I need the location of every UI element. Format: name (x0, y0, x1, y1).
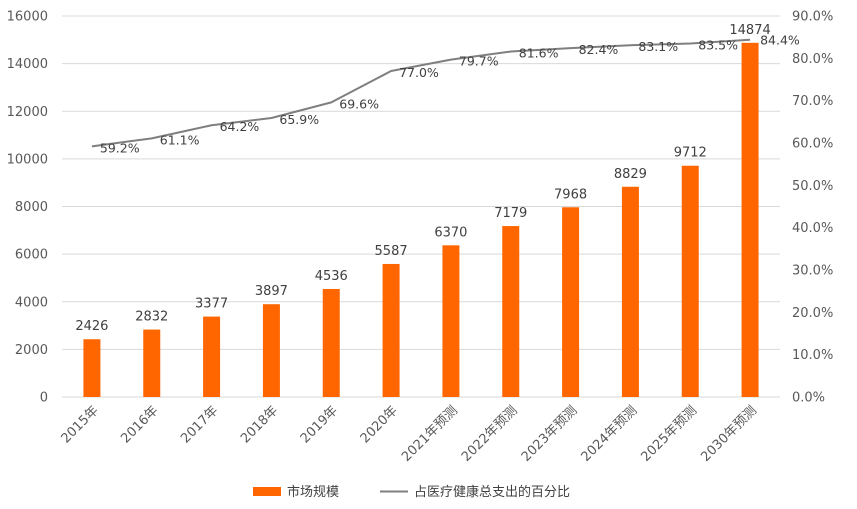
x-tick-label: 2015年 (59, 403, 102, 446)
y-right-tick-label: 70.0% (792, 94, 833, 109)
line-value-label: 83.5% (698, 38, 738, 53)
x-tick-label: 2017年 (178, 403, 221, 446)
bar (502, 226, 520, 397)
y-right-tick-label: 40.0% (792, 221, 833, 236)
line-value-label: 84.4% (760, 33, 800, 48)
line-value-label: 65.9% (279, 112, 319, 127)
bar (741, 42, 759, 398)
bar-value-label: 9712 (674, 146, 707, 161)
bar (322, 288, 340, 397)
x-tick-label: 2030年预测 (698, 403, 760, 465)
y-left-tick-label: 16000 (7, 10, 48, 25)
y-right-tick-label: 10.0% (792, 348, 833, 363)
y-left-tick-label: 12000 (7, 105, 48, 120)
bar-value-label: 2426 (75, 319, 108, 334)
line-value-label: 64.2% (220, 119, 260, 134)
bar-value-label: 4536 (315, 269, 348, 284)
line-value-label: 83.1% (638, 39, 678, 54)
bar-value-label: 7968 (554, 187, 587, 202)
legend-bar-label: 市场规模 (287, 484, 339, 500)
bar-value-label: 14874 (729, 23, 770, 38)
bar (681, 165, 699, 397)
bar-value-label: 7179 (494, 206, 527, 221)
y-right-tick-label: 50.0% (792, 179, 833, 194)
x-tick-label: 2024年预测 (579, 403, 641, 465)
bar (442, 245, 460, 397)
bar (262, 304, 280, 397)
x-tick-label: 2020年 (358, 403, 401, 446)
gridlines (62, 15, 780, 398)
y-axis-left: 0 2000 4000 6000 8000 10000 12000 14000 16000 (7, 10, 48, 406)
x-tick-label: 2022年预测 (459, 403, 521, 465)
x-tick-label: 2016年 (118, 403, 161, 446)
bar-value-label: 8829 (614, 167, 647, 182)
y-right-tick-label: 90.0% (792, 10, 833, 25)
percentage-line (91, 38, 751, 148)
y-left-tick-label: 6000 (15, 248, 48, 263)
y-left-tick-label: 2000 (15, 343, 48, 358)
y-left-tick-label: 0 (40, 391, 48, 406)
legend: 市场规模 占医疗健康总支出的百分比 (253, 484, 570, 500)
x-axis: 2015年 2016年 2017年 2018年 2019年 2020年2021年预测202… (59, 403, 760, 465)
line-value-label: 59.2% (100, 140, 140, 155)
bar-value-label: 3897 (255, 284, 288, 299)
line-data-labels: 59.2% 61.1% 64.2% 65.9% 69.6% 77.0% 79.7% 81.6%… (100, 33, 800, 156)
line-value-label: 61.1% (160, 132, 200, 147)
bar-data-labels: 2426 2832 3377 3897 4536 5587 6370 7179 7968 8829… (75, 23, 770, 334)
bar (203, 316, 221, 397)
bar (382, 263, 400, 397)
line-value-label: 82.4% (579, 42, 619, 57)
y-right-tick-label: 30.0% (792, 264, 833, 279)
bar-series-market-size (83, 42, 759, 398)
line-value-label: 77.0% (399, 65, 439, 80)
y-left-tick-label: 10000 (7, 152, 48, 167)
bar (562, 207, 580, 397)
legend-bar-swatch (253, 487, 281, 496)
line-series-percentage (91, 38, 751, 148)
x-tick-label: 2023年预测 (519, 403, 581, 465)
line-value-label: 81.6% (519, 46, 559, 61)
bar-value-label: 2832 (135, 310, 168, 325)
bar (143, 329, 161, 397)
x-tick-label: 2025年预测 (638, 403, 700, 465)
x-tick-label: 2018年 (238, 403, 281, 446)
y-right-tick-label: 60.0% (792, 137, 833, 152)
bar-value-label: 5587 (375, 244, 408, 259)
bar-value-label: 6370 (434, 225, 467, 240)
legend-line-label: 占医疗健康总支出的百分比 (414, 484, 570, 500)
bar (621, 186, 639, 397)
y-left-tick-label: 14000 (7, 57, 48, 72)
bar (83, 339, 101, 397)
bar-value-label: 3377 (195, 297, 228, 312)
y-right-tick-label: 20.0% (792, 306, 833, 321)
x-tick-label: 2021年预测 (399, 403, 461, 465)
y-right-tick-label: 0.0% (792, 391, 825, 406)
y-left-tick-label: 8000 (15, 200, 48, 215)
y-left-tick-label: 4000 (15, 295, 48, 310)
line-value-label: 69.6% (339, 96, 379, 111)
y-right-tick-label: 80.0% (792, 52, 833, 67)
y-axis-right: 0.0% 10.0% 20.0% 30.0% 40.0% 50.0% 60.0% 70.0% 8… (792, 10, 833, 406)
x-tick-label: 2019年 (298, 403, 341, 446)
line-value-label: 79.7% (459, 54, 499, 69)
